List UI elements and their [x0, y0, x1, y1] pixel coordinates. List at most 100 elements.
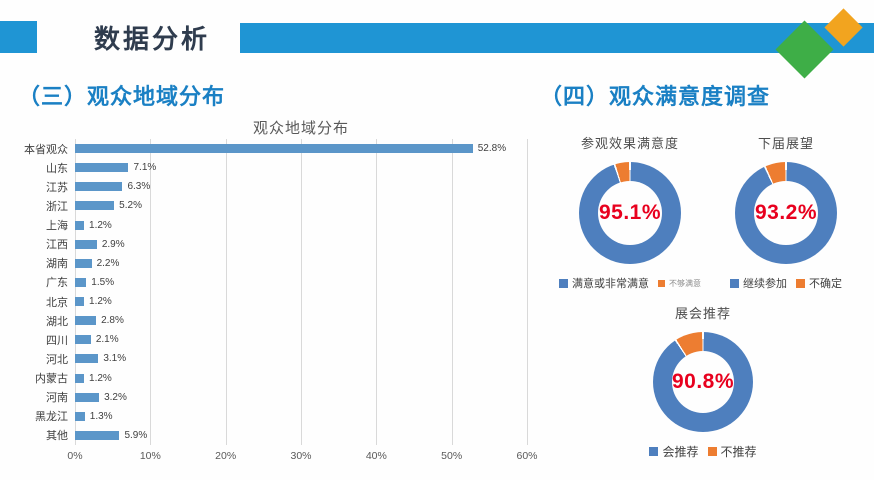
- legend-item: 不够满意: [658, 278, 701, 289]
- bar-value-label: 5.2%: [119, 200, 142, 212]
- category-label: 河南: [46, 392, 68, 405]
- donut-legend: 继续参加 不确定: [730, 275, 842, 291]
- bar: [75, 277, 87, 287]
- category-label: 浙江: [46, 200, 68, 213]
- bar-chart-title: 观众地域分布: [252, 120, 349, 137]
- category-label: 山东: [46, 162, 68, 175]
- header-accent-bar: [240, 23, 874, 53]
- category-label: 本省观众: [24, 143, 68, 156]
- bar-row: 广东 1.5%: [46, 273, 527, 292]
- bar-row: 江苏 6.3%: [46, 177, 527, 196]
- bar: [75, 144, 473, 154]
- donut-chart-exhibition-recommendation: 展会推荐 90.8% 会推荐 不推荐: [628, 303, 778, 460]
- legend-label: 不推荐: [720, 445, 757, 459]
- category-label: 湖北: [46, 315, 68, 328]
- bar: [75, 354, 99, 364]
- legend-item: 不推荐: [707, 443, 757, 460]
- category-label: 江西: [46, 239, 68, 252]
- x-tick-label: 0%: [67, 450, 83, 462]
- bar-chart-plot: 本省观众 52.8% 山东 7.1% 江苏 6.3% 浙江 5.2% 上海 1.2% 江西 2.9% 湖…: [24, 139, 538, 462]
- bar: [75, 258, 92, 268]
- bar-value-label: 1.2%: [89, 296, 112, 308]
- bar-value-label: 6.3%: [127, 181, 151, 193]
- donut-ring-wrap: 90.8%: [653, 332, 753, 432]
- bar-value-label: 1.2%: [89, 372, 112, 384]
- legend-label: 满意或非常满意: [572, 278, 649, 290]
- gridline: [225, 139, 227, 445]
- legend-label: 继续参加: [743, 278, 787, 290]
- bar-row: 黑龙江 1.3%: [35, 407, 527, 426]
- bar: [75, 373, 85, 383]
- legend-swatch: [658, 279, 665, 287]
- bar: [75, 335, 91, 345]
- bar-row: 浙江 5.2%: [46, 196, 527, 215]
- donut-hole: [672, 351, 734, 413]
- legend-swatch: [730, 278, 739, 288]
- x-tick-label: 30%: [290, 450, 312, 462]
- legend-label: 不够满意: [669, 278, 701, 288]
- donut-legend: 会推荐 不推荐: [649, 443, 757, 460]
- bar-row: 河北 3.1%: [46, 349, 527, 368]
- x-tick-label: 10%: [139, 450, 161, 462]
- x-tick-label: 40%: [365, 450, 387, 462]
- donut-title: 展会推荐: [674, 306, 731, 321]
- bar-value-label: 1.3%: [89, 410, 113, 422]
- gridline: [301, 139, 302, 445]
- section-title-region-distribution: （三）观众地域分布: [18, 84, 226, 109]
- category-label: 四川: [46, 334, 68, 347]
- bar-value-label: 2.2%: [96, 257, 120, 269]
- bar-value-label: 1.5%: [91, 276, 115, 288]
- legend-label: 不确定: [809, 278, 842, 290]
- bar-row: 其他 5.9%: [46, 426, 527, 445]
- legend-swatch: [559, 278, 568, 288]
- donut-title: 下届展望: [757, 136, 814, 151]
- donut-hole: [754, 181, 818, 245]
- bar-row: 内蒙古 1.2%: [35, 369, 527, 388]
- section-title-satisfaction-survey: （四）观众满意度调查: [540, 84, 771, 109]
- legend-swatch: [707, 447, 717, 456]
- bar-value-label: 3.2%: [104, 391, 127, 403]
- category-label: 北京: [46, 296, 68, 309]
- donut-chart-next-session-outlook: 下届展望 93.2% 继续参加 不确定: [716, 133, 856, 291]
- bar-row: 上海 1.2%: [46, 216, 527, 235]
- legend-swatch: [649, 447, 659, 456]
- legend-item: 继续参加: [730, 275, 787, 291]
- donut-hole: [598, 181, 662, 245]
- category-label: 湖南: [46, 258, 68, 271]
- category-label: 内蒙古: [35, 373, 68, 386]
- legend-label: 会推荐: [662, 445, 699, 459]
- bar-value-label: 5.9%: [124, 429, 148, 441]
- donut-percent-label: 95.1%: [598, 201, 662, 224]
- bar-value-label: 2.8%: [101, 315, 124, 327]
- donut-chart-visit-satisfaction: 参观效果满意度 95.1% 满意或非常满意 不够满意: [552, 133, 708, 291]
- gridline: [376, 139, 378, 445]
- gridline: [527, 139, 528, 445]
- category-label: 黑龙江: [35, 411, 68, 424]
- donut-title: 参观效果满意度: [580, 136, 679, 151]
- bar-value-label: 1.2%: [89, 219, 112, 231]
- bar-value-label: 3.1%: [103, 353, 127, 365]
- donut-legend: 满意或非常满意 不够满意: [559, 275, 701, 291]
- bar-row: 湖北 2.8%: [46, 311, 527, 330]
- bar-value-label: 2.9%: [101, 238, 125, 250]
- bar: [75, 430, 120, 440]
- bar-chart-rows: 本省观众 52.8% 山东 7.1% 江苏 6.3% 浙江 5.2% 上海 1.2% 江西 2.9% 湖…: [24, 139, 527, 445]
- donut-ring-wrap: 93.2%: [735, 162, 837, 264]
- bar-row: 湖南 2.2%: [46, 254, 527, 273]
- bar-row: 山东 7.1%: [46, 158, 527, 177]
- bar: [75, 297, 85, 307]
- bar: [75, 392, 100, 402]
- legend-swatch: [796, 278, 805, 288]
- bar-chart-x-axis: 0% 10% 20% 30% 40% 50% 60%: [67, 445, 537, 463]
- bar: [75, 411, 85, 421]
- bar-row: 河南 3.2%: [46, 388, 527, 407]
- legend-item: 不确定: [796, 275, 842, 291]
- legend-item: 会推荐: [649, 443, 699, 460]
- category-label: 其他: [46, 430, 68, 443]
- legend-item: 满意或非常满意: [559, 275, 649, 291]
- category-label: 上海: [46, 220, 68, 233]
- bar: [75, 316, 97, 326]
- category-label: 广东: [46, 277, 68, 290]
- bar: [75, 182, 123, 192]
